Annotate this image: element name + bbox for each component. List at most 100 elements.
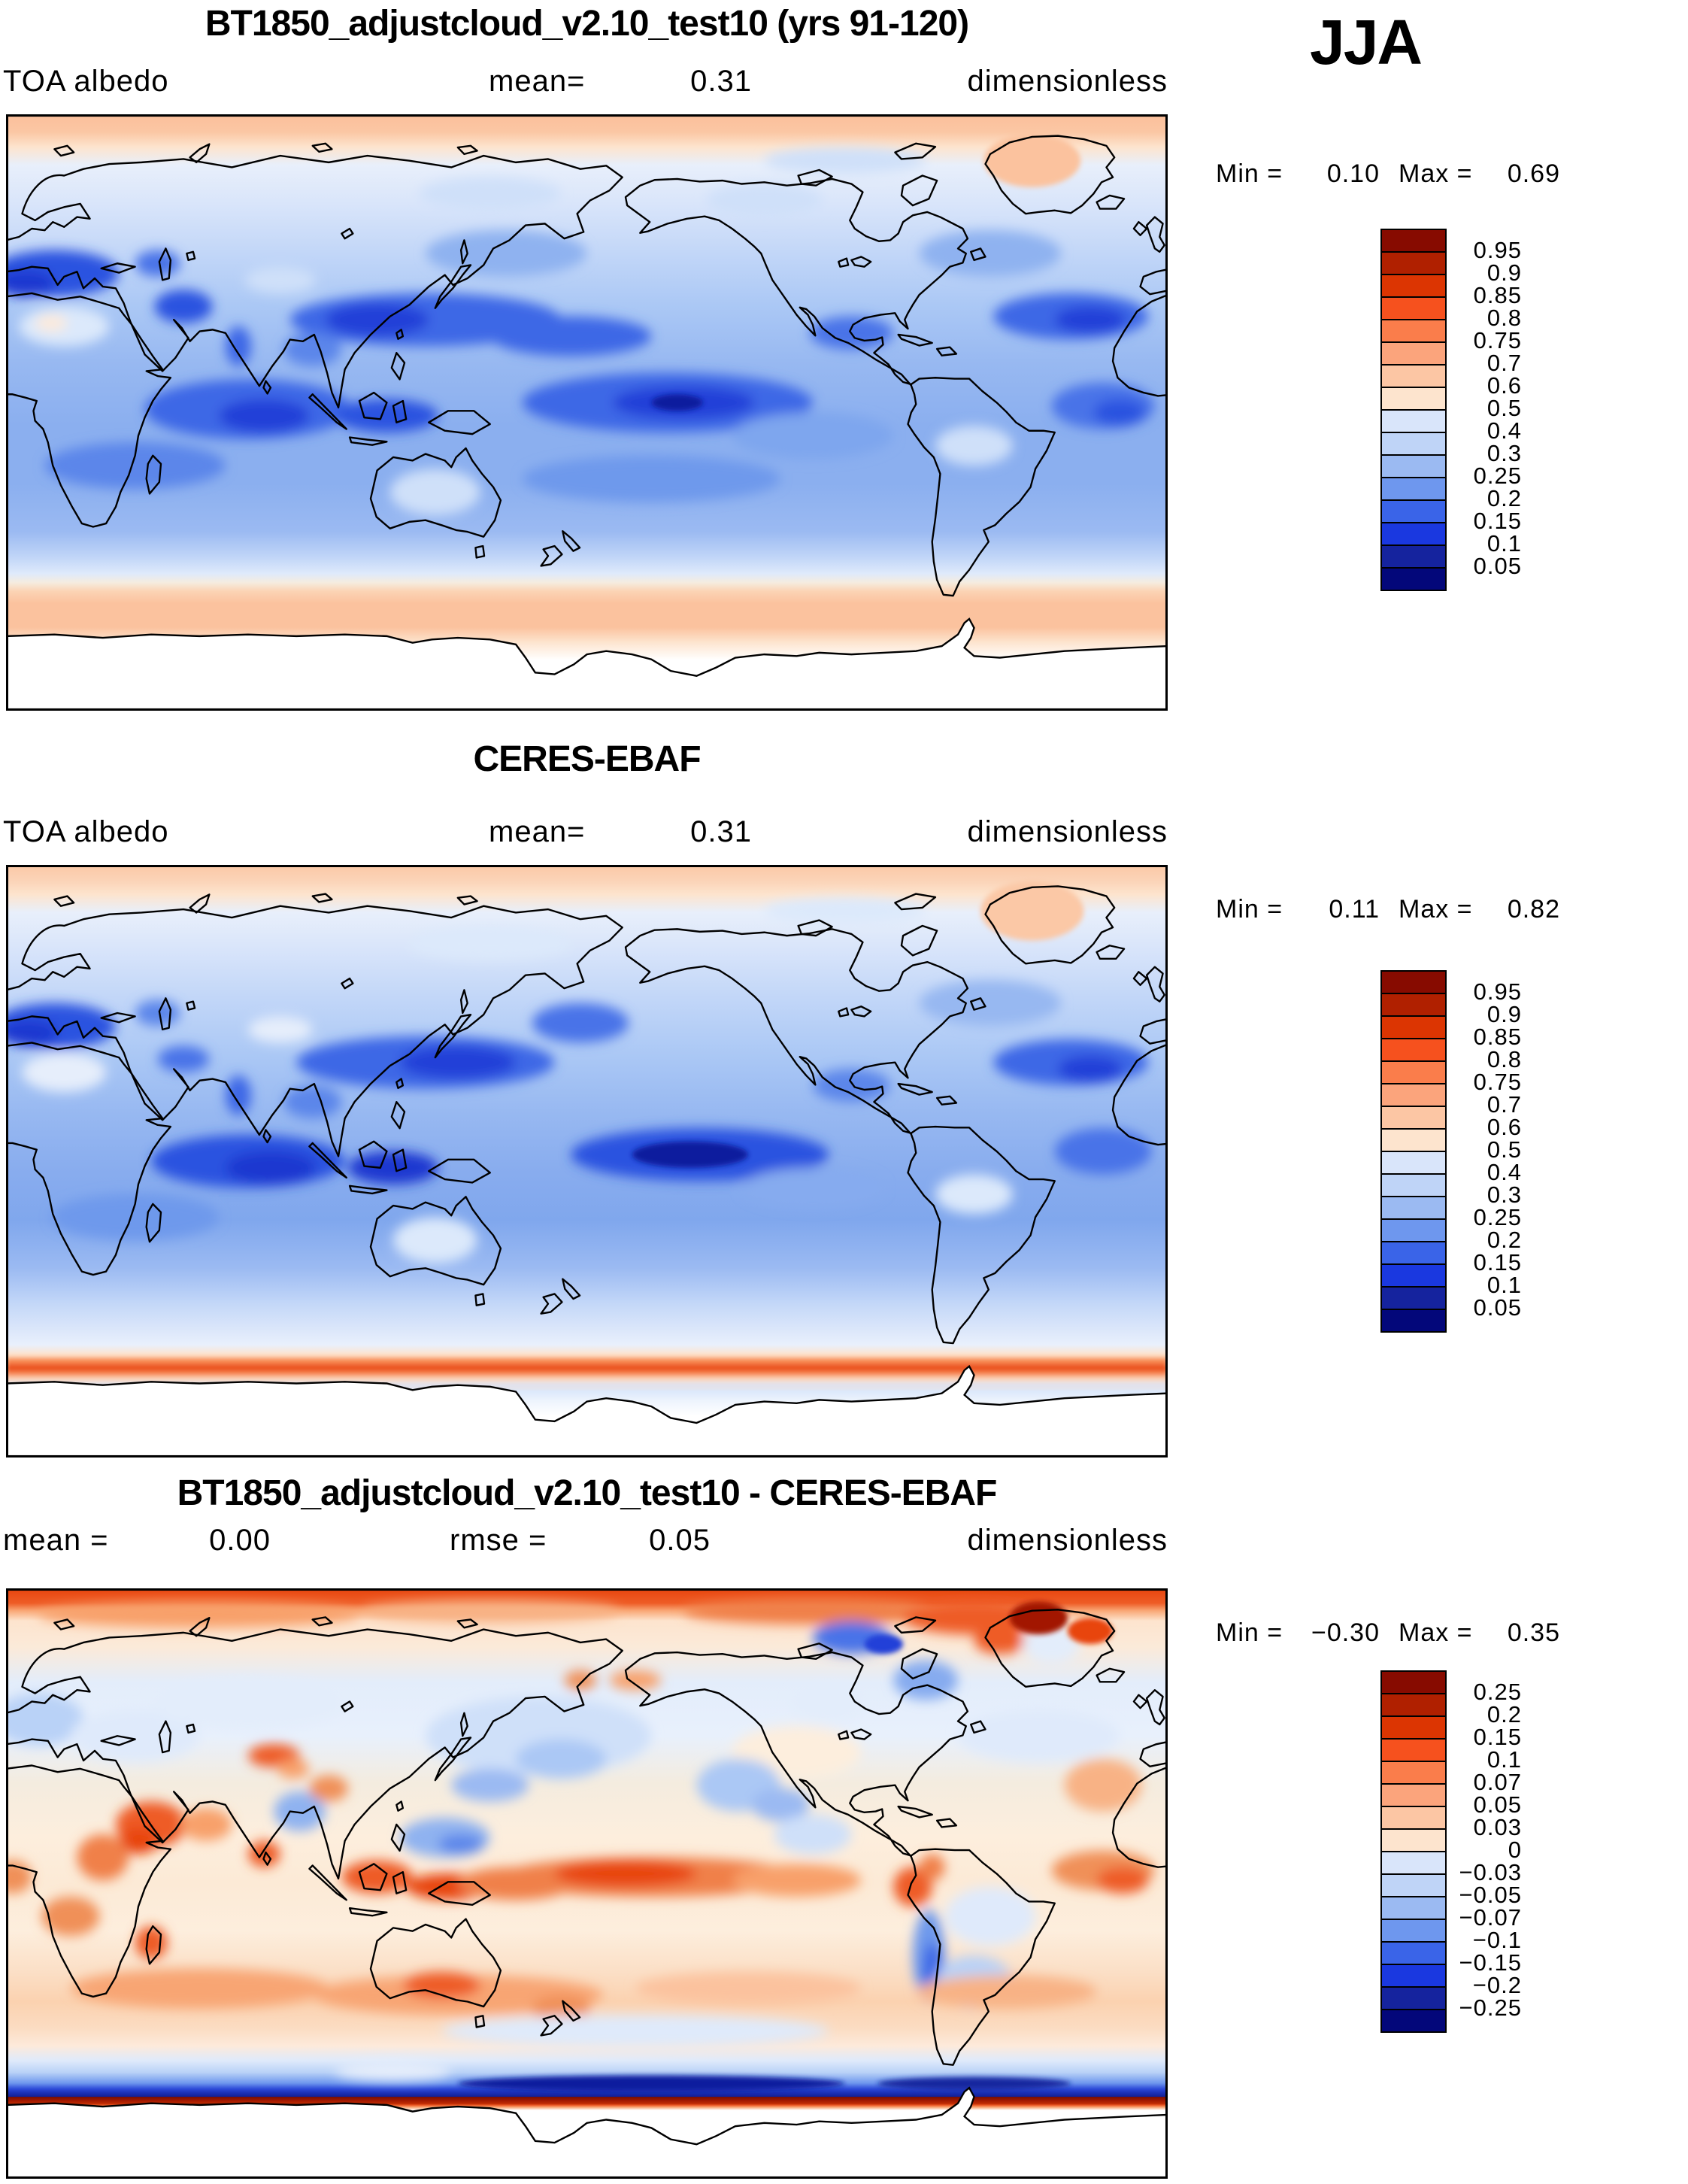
colorbar-tick-label: 0.05 xyxy=(1473,1294,1522,1321)
colorbar-tick-label: 0.05 xyxy=(1473,1791,1522,1818)
colorbar-tick-label: 0.3 xyxy=(1486,440,1522,466)
colorbar-tick-label: 0.15 xyxy=(1473,1249,1522,1276)
colorbar-tick-label: 0.1 xyxy=(1486,1272,1522,1298)
colorbar-cell xyxy=(1382,567,1445,590)
panel1-max-label: Max = xyxy=(1399,159,1473,188)
colorbar-cell xyxy=(1382,1738,1445,1761)
colorbar-cell xyxy=(1382,1106,1445,1128)
colorbar-tick-label: 0.7 xyxy=(1486,350,1522,376)
colorbar-tick-label: 0.75 xyxy=(1473,1069,1522,1095)
colorbar-cell xyxy=(1382,1919,1445,1941)
colorbar-tick-label: 0.8 xyxy=(1486,1046,1522,1072)
colorbar-tick-label: 0.2 xyxy=(1486,1701,1522,1727)
colorbar-cell xyxy=(1382,319,1445,341)
colorbar-tick-label: 0.95 xyxy=(1473,978,1522,1005)
colorbar-tick-label: 0.25 xyxy=(1473,1679,1522,1705)
colorbar-cell xyxy=(1382,1806,1445,1828)
colorbar-tick-label: 0.9 xyxy=(1486,1001,1522,1027)
panel2-max-value: 0.82 xyxy=(1507,895,1560,924)
colorbar-tick-label: −0.15 xyxy=(1459,1949,1522,1976)
colorbar-cell xyxy=(1382,1173,1445,1196)
panel1-mean-value: 0.31 xyxy=(690,65,752,98)
colorbar-tick-label: 0.85 xyxy=(1473,1024,1522,1050)
colorbar-cell xyxy=(1382,296,1445,319)
panel1-colorbar xyxy=(1380,229,1447,591)
panel1-min-label: Min = xyxy=(1216,159,1283,188)
panel2-min-value: 0.11 xyxy=(1329,895,1380,924)
colorbar-cell xyxy=(1382,1060,1445,1083)
colorbar-cell xyxy=(1382,1083,1445,1106)
colorbar-cell xyxy=(1382,499,1445,522)
colorbar-cell xyxy=(1382,1828,1445,1851)
colorbar-tick-label: −0.03 xyxy=(1459,1859,1522,1885)
panel1-min-value: 0.10 xyxy=(1326,159,1380,188)
panel1-title: BT1850_adjustcloud_v2.10_test10 (yrs 91-… xyxy=(205,4,969,44)
panel1-colorbar-labels: 0.95 0.9 0.85 0.8 0.75 0.7 0.6 0.5 0.4 0.3 0.25 0.2… xyxy=(1456,229,1522,590)
panel2-title: CERES-EBAF xyxy=(473,739,701,779)
colorbar-tick-label: 0.05 xyxy=(1473,553,1522,579)
colorbar-cell xyxy=(1382,1941,1445,1964)
colorbar-cell xyxy=(1382,1218,1445,1241)
colorbar-cell xyxy=(1382,993,1445,1015)
colorbar-tick-label: 0.25 xyxy=(1473,1204,1522,1230)
colorbar-tick-label: 0.85 xyxy=(1473,282,1522,308)
colorbar-cell xyxy=(1382,1986,1445,2009)
colorbar-tick-label: 0.15 xyxy=(1473,1724,1522,1750)
colorbar-tick-label: 0.75 xyxy=(1473,327,1522,353)
colorbar-cell xyxy=(1382,522,1445,544)
colorbar-cell xyxy=(1382,2009,1445,2031)
colorbar-cell xyxy=(1382,477,1445,499)
colorbar-cell xyxy=(1382,1286,1445,1309)
panel2-mean-value: 0.31 xyxy=(690,815,752,848)
colorbar-tick-label: 0.15 xyxy=(1473,508,1522,534)
colorbar-cell xyxy=(1382,1309,1445,1331)
panel3-units-label: dimensionless xyxy=(967,1524,1168,1557)
colorbar-tick-label: 0.2 xyxy=(1486,1227,1522,1253)
map-diff-albedo xyxy=(6,1588,1168,2179)
colorbar-cell xyxy=(1382,364,1445,387)
colorbar-cell xyxy=(1382,1128,1445,1151)
colorbar-tick-label: −0.2 xyxy=(1472,1972,1522,1998)
colorbar-tick-label: 0.8 xyxy=(1486,305,1522,331)
colorbar-tick-label: 0.95 xyxy=(1473,237,1522,263)
colorbar-tick-label: 0.1 xyxy=(1486,530,1522,557)
colorbar-tick-label: 0.2 xyxy=(1486,485,1522,511)
colorbar-cell xyxy=(1382,1196,1445,1218)
panel3-colorbar-labels: 0.25 0.2 0.15 0.1 0.07 0.05 0.03 0 −0.03 −0.05 −0.… xyxy=(1456,1670,1522,2031)
season-label: JJA xyxy=(1310,7,1423,77)
colorbar-cell xyxy=(1382,1693,1445,1715)
panel1-mean-label: mean= xyxy=(489,65,586,98)
colorbar-cell xyxy=(1382,1783,1445,1806)
panel3-min-label: Min = xyxy=(1216,1618,1283,1647)
colorbar-tick-label: 0.5 xyxy=(1486,395,1522,421)
map-obs-albedo xyxy=(6,865,1168,1458)
colorbar-cell xyxy=(1382,1241,1445,1263)
colorbar-cell xyxy=(1382,1851,1445,1873)
colorbar-cell xyxy=(1382,1038,1445,1060)
colorbar-cell xyxy=(1382,972,1445,993)
panel3-rmse-label: rmse = xyxy=(450,1524,547,1557)
colorbar-tick-label: 0.6 xyxy=(1486,1114,1522,1140)
colorbar-tick-label: 0.7 xyxy=(1486,1091,1522,1118)
colorbar-tick-label: −0.1 xyxy=(1472,1927,1522,1953)
colorbar-tick-label: 0.1 xyxy=(1486,1746,1522,1773)
colorbar-cell xyxy=(1382,1672,1445,1693)
colorbar-tick-label: 0.4 xyxy=(1486,417,1522,444)
colorbar-tick-label: 0.07 xyxy=(1473,1769,1522,1795)
panel1-variable-label: TOA albedo xyxy=(3,65,169,98)
colorbar-cell xyxy=(1382,230,1445,251)
colorbar-cell xyxy=(1382,1964,1445,1986)
colorbar-cell xyxy=(1382,544,1445,567)
panel1-units-label: dimensionless xyxy=(967,65,1168,98)
colorbar-cell xyxy=(1382,387,1445,409)
panel2-mean-label: mean= xyxy=(489,815,586,848)
colorbar-tick-label: 0 xyxy=(1508,1837,1522,1863)
colorbar-cell xyxy=(1382,454,1445,477)
colorbar-cell xyxy=(1382,1151,1445,1173)
panel2-colorbar-labels: 0.95 0.9 0.85 0.8 0.75 0.7 0.6 0.5 0.4 0.3 0.25 0.2… xyxy=(1456,970,1522,1331)
colorbar-cell xyxy=(1382,1873,1445,1896)
colorbar-cell xyxy=(1382,409,1445,432)
colorbar-tick-label: −0.05 xyxy=(1459,1882,1522,1908)
colorbar-cell xyxy=(1382,274,1445,296)
